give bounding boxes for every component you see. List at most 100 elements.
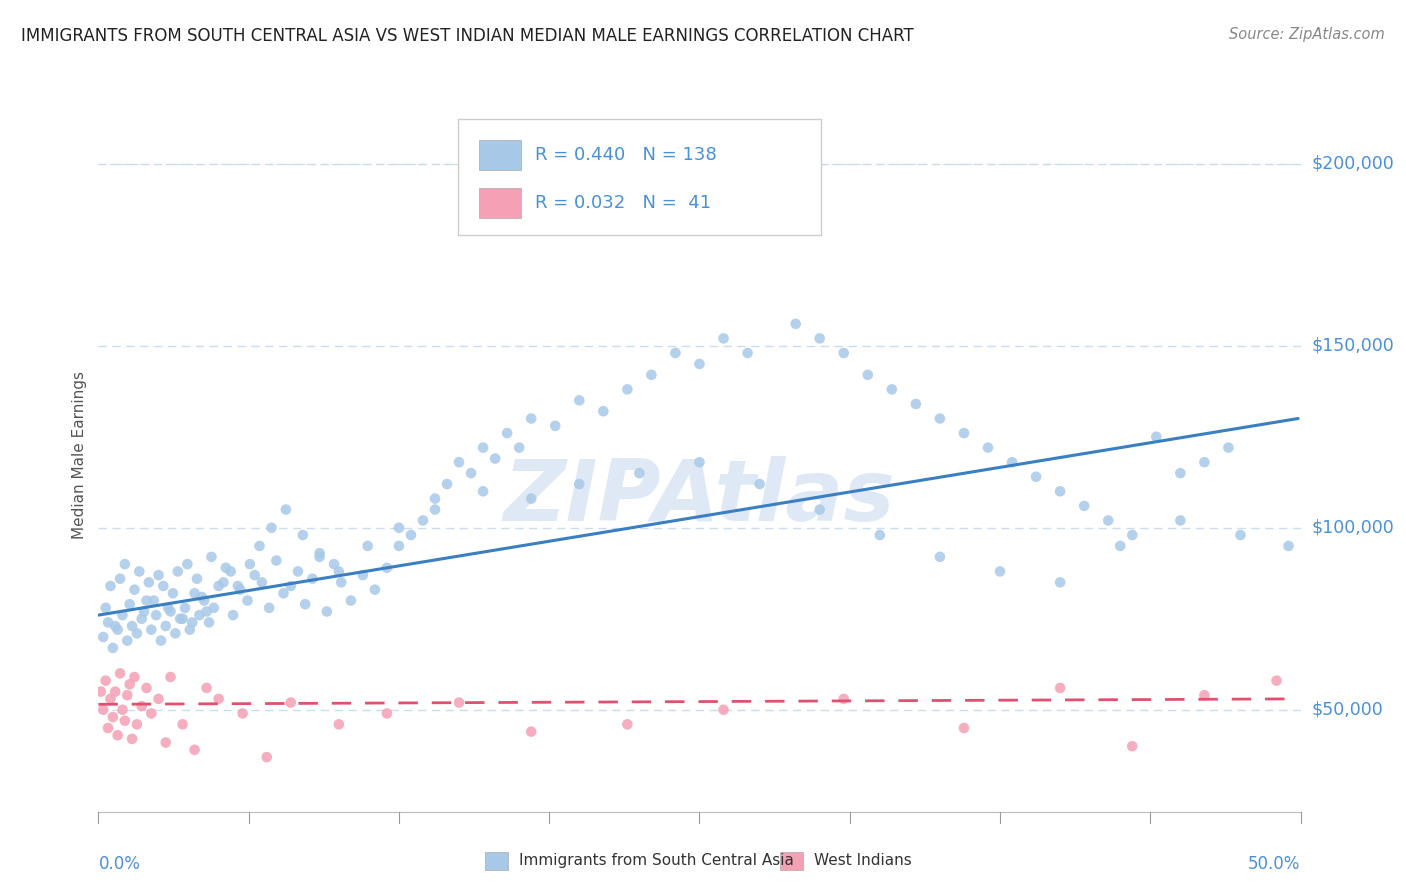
- Point: [375, 706, 398, 721]
- Text: Immigrants from South Central Asia: Immigrants from South Central Asia: [519, 854, 794, 868]
- Point: [664, 346, 686, 360]
- Point: [101, 710, 124, 724]
- Text: 50.0%: 50.0%: [1249, 855, 1301, 873]
- Point: [117, 688, 139, 702]
- Point: [159, 670, 181, 684]
- Point: [308, 546, 330, 560]
- Point: [869, 528, 891, 542]
- Point: [124, 670, 146, 684]
- Point: [132, 605, 155, 619]
- Point: [222, 608, 245, 623]
- Point: [94, 600, 117, 615]
- Point: [748, 477, 770, 491]
- Point: [125, 717, 148, 731]
- Point: [165, 626, 187, 640]
- Point: [243, 568, 266, 582]
- Text: $150,000: $150,000: [1312, 336, 1395, 355]
- Point: [323, 557, 346, 571]
- Point: [181, 615, 204, 630]
- Point: [131, 612, 153, 626]
- Point: [229, 582, 252, 597]
- Point: [91, 630, 114, 644]
- Point: [195, 605, 218, 619]
- Point: [141, 623, 163, 637]
- Point: [520, 724, 543, 739]
- Point: [226, 579, 249, 593]
- Point: [1097, 513, 1119, 527]
- Point: [808, 502, 831, 516]
- Point: [155, 619, 177, 633]
- Point: [141, 706, 163, 721]
- Point: [832, 346, 855, 360]
- Point: [688, 455, 710, 469]
- Point: [508, 441, 530, 455]
- Point: [616, 383, 638, 397]
- Point: [472, 484, 495, 499]
- Point: [274, 502, 297, 516]
- Point: [118, 597, 141, 611]
- Point: [1049, 575, 1071, 590]
- Point: [447, 455, 470, 469]
- Point: [988, 565, 1011, 579]
- Text: West Indians: West Indians: [814, 854, 912, 868]
- Point: [149, 633, 172, 648]
- Point: [108, 572, 131, 586]
- Point: [131, 699, 153, 714]
- Point: [592, 404, 614, 418]
- Point: [953, 721, 976, 735]
- Point: [114, 557, 136, 571]
- Point: [1049, 681, 1071, 695]
- Point: [423, 491, 446, 506]
- Point: [118, 677, 141, 691]
- Point: [328, 565, 350, 579]
- Point: [785, 317, 807, 331]
- Point: [1073, 499, 1095, 513]
- Point: [104, 619, 127, 633]
- Point: [148, 568, 170, 582]
- Point: [208, 579, 231, 593]
- Point: [169, 612, 191, 626]
- Point: [100, 691, 122, 706]
- Point: [104, 684, 127, 698]
- Point: [266, 553, 288, 567]
- Point: [1265, 673, 1288, 688]
- Point: [460, 466, 482, 480]
- Point: [90, 684, 112, 698]
- Point: [856, 368, 879, 382]
- Point: [250, 575, 273, 590]
- Point: [179, 623, 201, 637]
- Point: [128, 565, 150, 579]
- Point: [352, 568, 374, 582]
- Point: [260, 521, 283, 535]
- Point: [1001, 455, 1024, 469]
- Point: [1144, 430, 1167, 444]
- Point: [198, 615, 221, 630]
- Point: [94, 673, 117, 688]
- Point: [172, 717, 194, 731]
- Point: [436, 477, 458, 491]
- Point: [1218, 441, 1240, 455]
- Point: [761, 186, 783, 200]
- Point: [388, 539, 411, 553]
- Point: [114, 714, 136, 728]
- Point: [977, 441, 1000, 455]
- Point: [256, 750, 278, 764]
- Point: [280, 579, 302, 593]
- Text: $100,000: $100,000: [1312, 519, 1395, 537]
- Point: [117, 633, 139, 648]
- Point: [219, 565, 242, 579]
- Point: [97, 721, 120, 735]
- Point: [1049, 484, 1071, 499]
- Point: [640, 368, 662, 382]
- Point: [496, 426, 519, 441]
- Point: [166, 565, 188, 579]
- Point: [928, 549, 950, 564]
- Point: [239, 557, 262, 571]
- Point: [121, 619, 143, 633]
- Point: [257, 600, 280, 615]
- Point: [111, 608, 134, 623]
- Point: [142, 593, 165, 607]
- Point: [215, 561, 238, 575]
- Point: [291, 528, 314, 542]
- Point: [357, 539, 380, 553]
